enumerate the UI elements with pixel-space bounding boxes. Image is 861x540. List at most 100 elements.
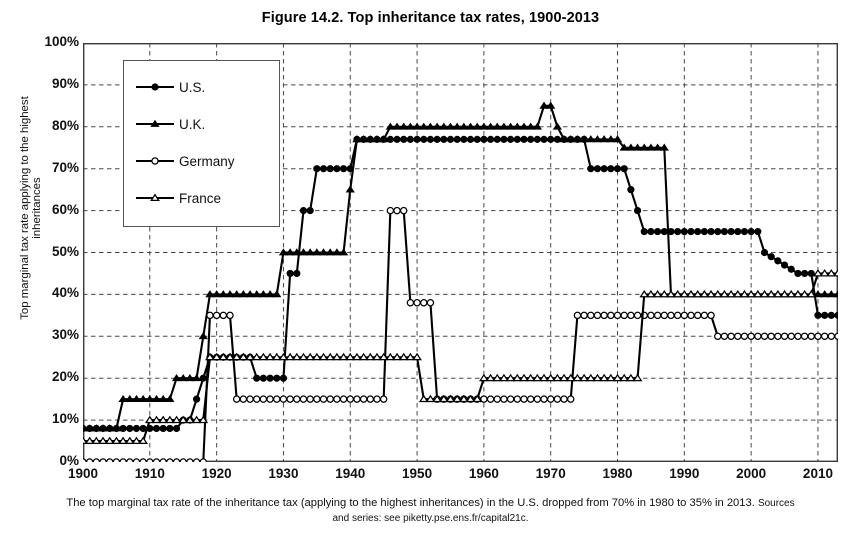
data-point: [774, 332, 782, 341]
data-point: [146, 458, 154, 462]
data-point: [819, 269, 830, 277]
data-point: [226, 311, 234, 320]
caption-line-1: The top marginal tax rate of the inherit…: [66, 497, 635, 509]
data-point: [84, 436, 95, 445]
data-point: [719, 289, 730, 298]
y-axis-label: Top marginal tax rate applying to the hi…: [19, 96, 43, 320]
legend-item-uk[interactable]: U.K.: [132, 112, 278, 136]
data-point: [119, 424, 127, 433]
data-point: [827, 332, 836, 341]
data-point: [579, 373, 589, 382]
data-point: [138, 436, 148, 445]
data-point: [238, 352, 249, 361]
data-point: [566, 135, 576, 143]
data-point: [152, 458, 161, 462]
data-point: [659, 143, 669, 151]
legend-label: U.S.: [179, 79, 206, 95]
data-point: [453, 135, 461, 143]
data-point: [654, 227, 662, 236]
data-point: [499, 122, 509, 130]
data-point: [205, 290, 215, 298]
data-point: [400, 135, 408, 143]
data-point: [659, 289, 670, 298]
data-point: [786, 289, 797, 298]
data-point: [653, 311, 662, 320]
data-point: [126, 424, 134, 433]
data-point: [418, 394, 429, 403]
data-point: [620, 311, 628, 320]
data-point: [178, 373, 188, 382]
data-point: [572, 373, 583, 382]
data-point: [813, 269, 823, 277]
legend-item-germany[interactable]: Germany: [132, 149, 278, 173]
data-point: [313, 395, 321, 403]
data-point: [352, 135, 362, 143]
data-point: [293, 269, 301, 278]
data-point: [627, 311, 635, 320]
data-point: [452, 394, 463, 403]
data-point: [332, 248, 342, 256]
data-point: [540, 135, 548, 143]
data-point: [218, 290, 228, 298]
x-tick-1980: 1980: [602, 466, 633, 481]
data-point: [266, 374, 274, 382]
data-point: [138, 394, 148, 403]
data-point: [613, 311, 622, 320]
data-point: [606, 135, 616, 143]
x-tick-1930: 1930: [268, 466, 299, 481]
data-point: [500, 395, 508, 403]
data-point: [432, 122, 442, 130]
data-point: [225, 352, 235, 361]
data-point: [98, 424, 108, 432]
data-point: [83, 458, 87, 462]
data-point: [519, 122, 529, 130]
data-point: [238, 290, 248, 298]
data-point: [647, 311, 655, 320]
data-point: [251, 352, 262, 361]
data-point: [647, 227, 655, 236]
data-point: [425, 122, 436, 130]
data-point: [104, 436, 115, 445]
data-point: [151, 415, 162, 424]
data-point: [358, 352, 369, 361]
data-point: [338, 352, 349, 361]
data-point: [245, 352, 255, 361]
data-point: [452, 122, 462, 130]
data-point: [532, 122, 542, 130]
data-point: [607, 311, 615, 320]
data-point: [85, 458, 94, 462]
data-point: [258, 290, 269, 298]
data-point: [126, 458, 134, 462]
legend-item-france[interactable]: France: [132, 186, 278, 210]
data-point: [385, 122, 395, 130]
data-point: [420, 135, 428, 143]
data-point: [273, 395, 281, 403]
data-point: [192, 395, 201, 403]
data-point: [185, 415, 195, 424]
data-series-layer: [83, 101, 838, 462]
data-point: [278, 248, 289, 256]
data-point: [820, 332, 829, 341]
data-point: [526, 122, 536, 130]
data-point: [492, 122, 502, 130]
data-point: [827, 311, 835, 319]
x-tick-2000: 2000: [736, 466, 767, 481]
data-point: [546, 101, 556, 109]
data-point: [794, 332, 802, 341]
data-point: [325, 352, 336, 361]
data-point: [540, 395, 548, 403]
plot-area: [83, 43, 838, 462]
legend: U.S. U.K. Germany France: [123, 60, 280, 227]
data-point: [406, 135, 414, 143]
legend-item-us[interactable]: U.S.: [132, 75, 278, 99]
data-point: [413, 299, 421, 307]
filled-triangle-icon: [132, 114, 178, 134]
gridlines: [83, 43, 838, 462]
data-point: [278, 352, 289, 361]
x-tick-1900: 1900: [67, 466, 99, 481]
data-point: [652, 143, 663, 151]
data-point: [325, 248, 335, 256]
data-point: [747, 227, 755, 236]
data-point: [179, 458, 187, 462]
data-point: [834, 311, 838, 319]
